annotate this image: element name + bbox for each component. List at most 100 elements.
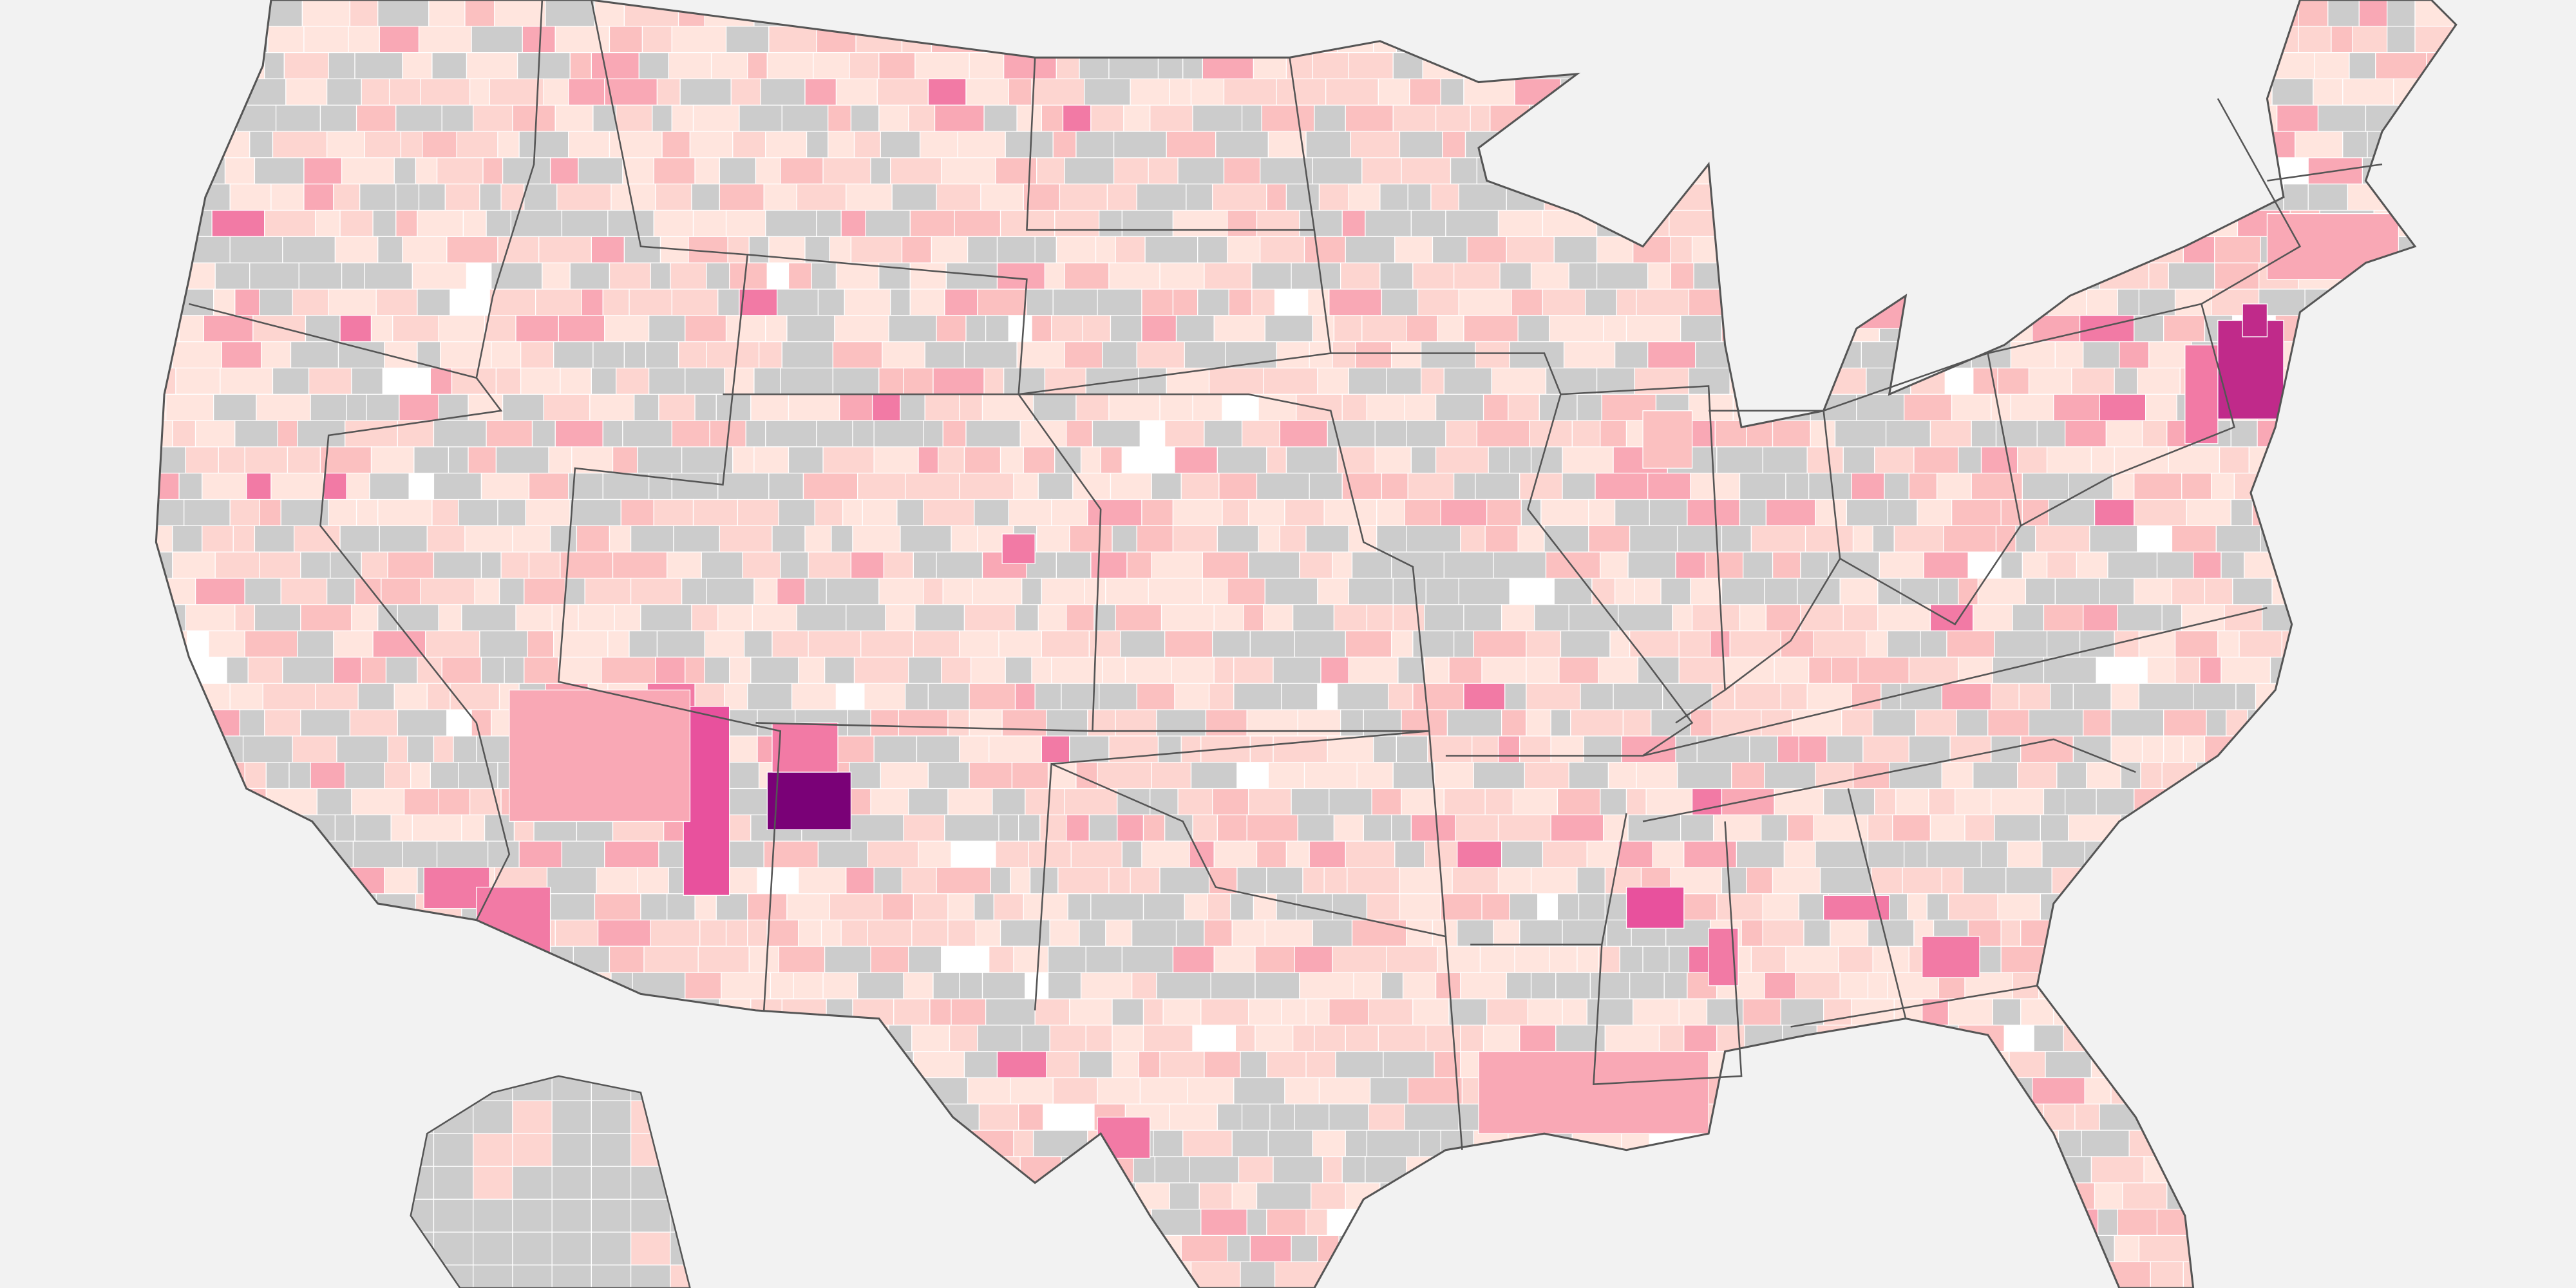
county — [1454, 262, 1501, 293]
county — [561, 209, 609, 241]
county — [978, 1103, 1019, 1131]
county — [630, 1198, 671, 1233]
county — [1305, 998, 1330, 1028]
county — [569, 52, 592, 81]
county — [1721, 867, 1747, 898]
county — [1302, 867, 1325, 895]
county — [1363, 814, 1392, 842]
county — [1800, 604, 1844, 633]
county — [2342, 78, 2394, 106]
county — [1926, 893, 1949, 924]
county — [415, 157, 438, 185]
county — [1309, 473, 1343, 502]
county — [1542, 840, 1587, 871]
county — [1368, 1103, 1405, 1131]
county — [1297, 709, 1341, 737]
county — [1323, 498, 1378, 526]
county — [1583, 735, 1622, 764]
county — [878, 578, 924, 609]
county — [864, 683, 906, 712]
county — [305, 315, 341, 346]
county — [1774, 788, 1824, 817]
county — [1879, 551, 1924, 579]
county — [348, 26, 380, 57]
county — [1153, 1130, 1184, 1159]
county — [591, 1264, 632, 1288]
county — [1258, 525, 1280, 553]
county — [1636, 289, 1690, 316]
county — [1716, 893, 1763, 922]
county — [963, 446, 1001, 475]
county — [936, 867, 991, 898]
county — [1716, 446, 1763, 475]
county — [898, 709, 949, 737]
county — [576, 525, 611, 554]
county — [1519, 1025, 1557, 1054]
county — [1877, 604, 1931, 633]
county — [290, 341, 339, 369]
county — [747, 683, 793, 714]
county — [1121, 209, 1174, 241]
county — [814, 498, 844, 528]
county — [1231, 919, 1265, 951]
county — [947, 893, 975, 924]
county — [1765, 498, 1816, 526]
county — [1151, 762, 1192, 791]
county — [1856, 393, 1905, 421]
county — [226, 656, 249, 687]
county — [551, 1198, 592, 1233]
county — [763, 184, 797, 214]
county — [2056, 762, 2087, 791]
county — [1772, 420, 1811, 450]
county — [377, 604, 398, 632]
county — [1240, 1261, 1276, 1288]
county — [893, 998, 931, 1026]
county — [1299, 209, 1343, 237]
county — [1226, 209, 1258, 241]
county — [1031, 656, 1052, 686]
county — [468, 393, 504, 423]
county — [1172, 498, 1223, 526]
county — [983, 367, 1005, 397]
county — [1192, 814, 1218, 845]
county — [316, 788, 352, 817]
county — [1739, 604, 1766, 635]
county — [1713, 814, 1762, 842]
county — [2000, 551, 2023, 581]
county — [1971, 420, 1997, 450]
county — [486, 420, 533, 448]
county — [1440, 893, 1482, 921]
county — [1080, 972, 1133, 1003]
county — [310, 393, 347, 423]
county — [908, 104, 936, 135]
county — [341, 262, 365, 293]
county — [1514, 945, 1550, 975]
county — [591, 1166, 632, 1200]
county — [1023, 446, 1056, 477]
county — [850, 551, 885, 582]
county — [850, 236, 903, 265]
county — [804, 525, 832, 553]
county — [1233, 656, 1274, 687]
county — [2192, 551, 2222, 581]
county — [1913, 446, 1959, 475]
county — [262, 683, 316, 714]
state-border — [1560, 385, 1726, 724]
county — [1248, 788, 1292, 817]
county — [558, 315, 605, 346]
county — [1772, 551, 1801, 579]
county — [729, 262, 768, 292]
county — [1374, 420, 1407, 448]
county — [890, 289, 911, 316]
county — [1190, 78, 1225, 108]
county — [264, 209, 316, 239]
county — [346, 393, 367, 424]
county — [1142, 893, 1185, 921]
county — [471, 26, 523, 55]
county — [220, 367, 274, 395]
county — [891, 184, 937, 211]
county — [591, 236, 625, 263]
county — [743, 630, 773, 658]
county — [1938, 578, 1959, 607]
county — [1457, 919, 1494, 947]
